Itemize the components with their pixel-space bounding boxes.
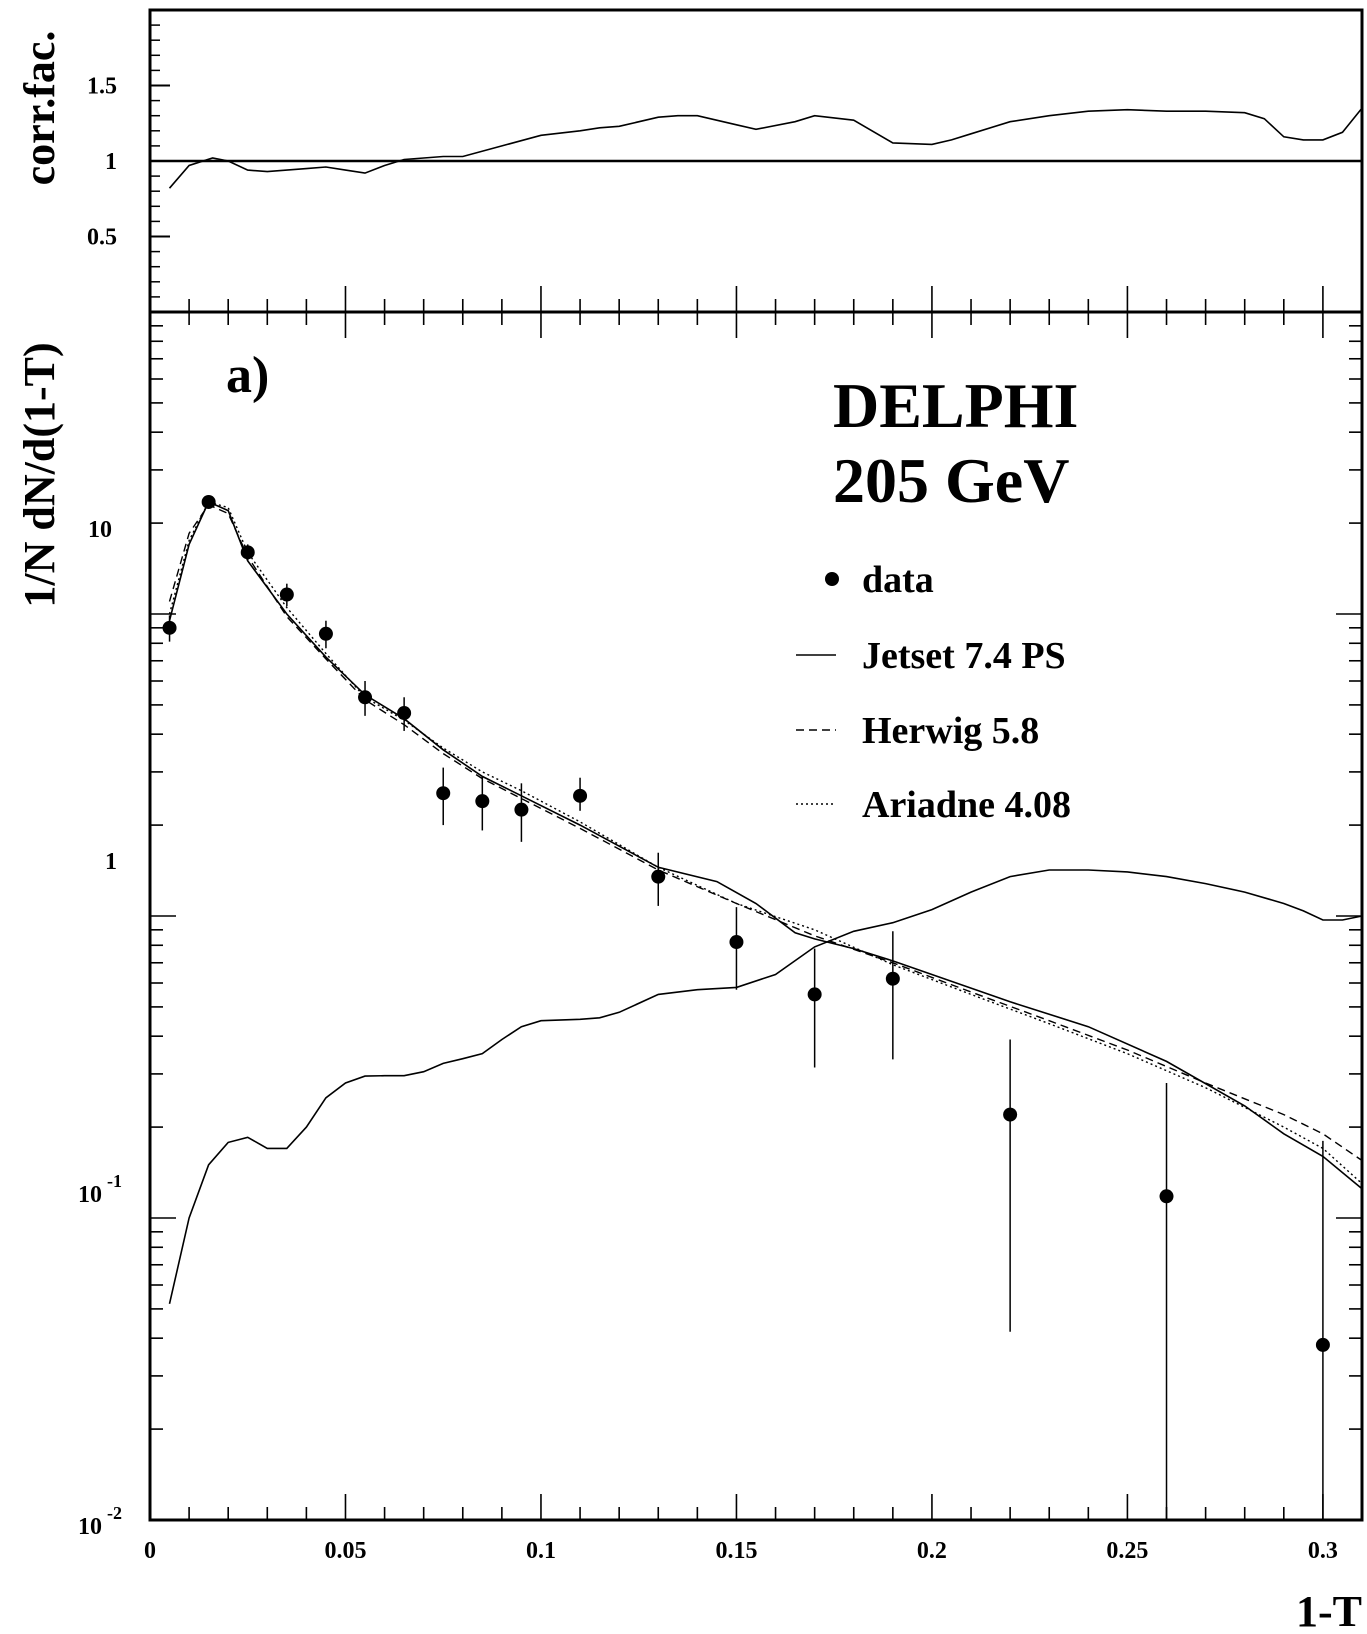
data-point	[514, 783, 529, 842]
legend-herwig-label: Herwig 5.8	[862, 710, 1039, 752]
data-point	[573, 777, 588, 811]
y-tick-label-1: 1	[105, 849, 117, 875]
data-marker	[318, 626, 333, 641]
data-point	[397, 697, 412, 731]
data-point	[885, 931, 900, 1060]
x-tick-labels: 0 0.05 0.1 0.15 0.2 0.25 0.3	[144, 1538, 1338, 1564]
data-marker	[729, 935, 744, 950]
y-tick-label-10: 10	[88, 517, 112, 543]
legend-data-marker	[825, 572, 839, 586]
y-tick-label-10e-1: 10 -1	[78, 1171, 122, 1208]
y-tick-label-10e-2-base: 10	[78, 1514, 102, 1540]
x-tick-label: 0.25	[1106, 1538, 1148, 1564]
y-tick-labels: 10 1 10 -1 10 -2	[78, 517, 122, 1540]
data-marker	[807, 987, 822, 1002]
data-marker	[162, 620, 177, 635]
legend-data-label: data	[862, 559, 934, 601]
x-tick-label: 0.1	[526, 1538, 556, 1564]
y-tick-label-10e-1-base: 10	[78, 1182, 102, 1208]
data-marker	[201, 494, 216, 509]
legend-ariadne-label: Ariadne 4.08	[862, 784, 1071, 826]
corr-y-tick-label: 1	[105, 149, 117, 175]
data-point	[1315, 1140, 1330, 1520]
data-point	[240, 544, 255, 561]
data-marker	[885, 971, 900, 986]
data-marker	[1003, 1107, 1018, 1122]
data-point	[358, 680, 373, 716]
data-point	[436, 767, 451, 826]
data-point	[651, 852, 666, 906]
data-point	[1003, 1039, 1018, 1332]
y-tick-label-10e-2-exponent: -2	[107, 1503, 122, 1523]
correction-overlay-curve	[168, 869, 1363, 1304]
data-marker	[1159, 1189, 1174, 1204]
data-point	[162, 615, 177, 642]
x-tick-label: 0.3	[1308, 1538, 1338, 1564]
x-axis-title: 1-T	[1296, 1587, 1362, 1634]
data-marker	[436, 786, 451, 801]
y-axis-title: 1/N dN/d(1-T)	[15, 342, 64, 607]
data-point	[1159, 1082, 1174, 1520]
herwig-curve	[168, 503, 1363, 1162]
data-marker	[1315, 1337, 1330, 1352]
data-marker	[573, 788, 588, 803]
data-point	[729, 907, 744, 990]
data-marker	[397, 706, 412, 721]
legend: data Jetset 7.4 PS Herwig 5.8 Ariadne 4.…	[796, 559, 1071, 826]
correction-tick-labels: 0.5 1 1.5	[87, 74, 117, 251]
data-point	[807, 948, 822, 1068]
data-marker	[514, 802, 529, 817]
x-tick-label: 0.05	[324, 1538, 366, 1564]
distribution-frame	[148, 310, 1364, 1522]
correction-ticks	[149, 24, 1363, 312]
corr-y-tick-label: 0.5	[87, 225, 117, 251]
x-tick-label: 0.2	[917, 1538, 947, 1564]
x-tick-label: 0	[144, 1538, 156, 1564]
distribution-ticks	[149, 312, 1363, 1521]
data-marker	[240, 545, 255, 560]
y-tick-label-10e-1-exponent: -1	[107, 1171, 122, 1191]
data-points	[162, 494, 1330, 1520]
energy-title: 205 GeV	[833, 445, 1069, 516]
y-tick-label-10e-2: 10 -2	[78, 1503, 122, 1540]
corr-y-tick-label: 1.5	[87, 74, 117, 100]
data-point	[318, 620, 333, 649]
x-tick-label: 0.15	[715, 1538, 757, 1564]
legend-jetset-label: Jetset 7.4 PS	[862, 635, 1066, 677]
correction-panel: 0.5 1 1.5 corr.fac.	[15, 8, 1364, 314]
experiment-title: DELPHI	[833, 370, 1078, 441]
panel-label: a)	[226, 347, 269, 404]
data-marker	[279, 587, 294, 602]
correction-axis-title: corr.fac.	[15, 31, 64, 186]
jetset-curve	[168, 500, 1363, 1190]
correction-factor-curve	[168, 107, 1363, 189]
data-marker	[475, 794, 490, 809]
data-marker	[358, 690, 373, 705]
distribution-panel: 0 0.05 0.1 0.15 0.2 0.25 0.3 10 1 10 -1 10 -2 …	[15, 310, 1364, 1634]
data-point	[279, 583, 294, 607]
data-point	[475, 776, 490, 831]
ariadne-curve	[168, 501, 1363, 1185]
data-point	[201, 494, 216, 509]
data-marker	[651, 869, 666, 884]
